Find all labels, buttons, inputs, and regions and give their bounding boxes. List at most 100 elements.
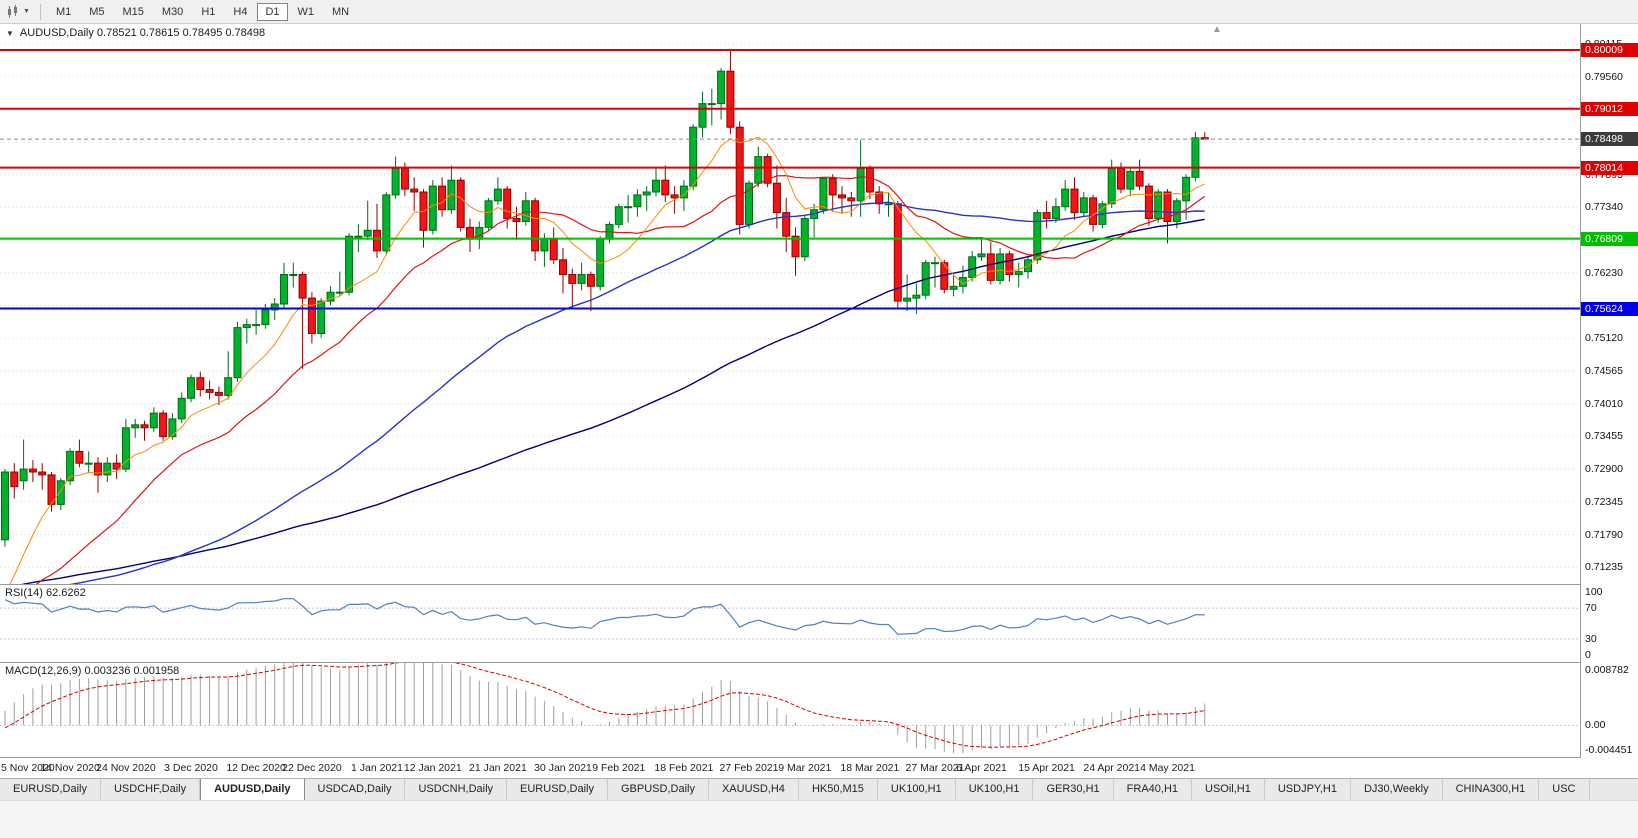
date-axis[interactable]: 5 Nov 2020 14 Nov 2020 24 Nov 2020 3 Dec 20… [0,758,1580,778]
price-tick-label: 0.77340 [1585,201,1623,214]
price-tick-label: 0.74565 [1585,364,1623,377]
rsi-indicator-pane[interactable]: RSI(14) 62.6262 [0,585,1580,662]
main-chart-canvas[interactable] [0,24,1580,584]
ohlc-text: AUDUSD,Daily 0.78521 0.78615 0.78495 0.7… [19,27,266,39]
price-tick-label: 0.79560 [1585,70,1623,83]
chart-tab[interactable]: FRA40,H1 [1113,779,1193,801]
chart-area: ▼ AUDUSD,Daily 0.78521 0.78615 0.78495 0.… [0,24,1638,778]
macd-label: MACD(12,26,9) 0.003236 0.001958 [5,665,180,677]
timeframe-button-d1[interactable]: D1 [257,2,288,21]
macd-histogram [4,663,1206,754]
timeframe-button-h1[interactable]: H1 [201,5,216,18]
price-tick-label: 0.73455 [1585,430,1623,443]
chart-ohlc-title: ▼ AUDUSD,Daily 0.78521 0.78615 0.78495 0.… [6,27,265,39]
macd-axis-label: 0.00 [1585,719,1606,732]
main-price-pane[interactable]: ▼ AUDUSD,Daily 0.78521 0.78615 0.78495 0.… [0,24,1580,584]
rsi-axis-label: 30 [1585,632,1597,645]
price-axis[interactable]: 0.801150.795600.790050.784500.778950.773… [1580,24,1638,758]
price-tick-label: 0.72900 [1585,463,1623,476]
date-axis-label: 9 Mar 2021 [778,762,832,774]
chart-tab[interactable]: DJ30,Weekly [1350,779,1443,801]
macd-canvas [0,663,1580,754]
timeframe-button-m15[interactable]: M15 [122,5,144,18]
date-axis-label: 24 Nov 2020 [96,762,156,774]
hline-price-label[interactable]: 0.80009 [1581,43,1638,57]
current-price-label: 0.78498 [1581,132,1638,147]
chart-tab[interactable]: USDCNH,Daily [405,779,508,801]
date-axis-label: 27 Mar 2021 [905,762,965,774]
date-axis-label: 18 Mar 2021 [840,762,900,774]
timeframe-toolbar: ▼ M1 M5 M15 M30 H1 H4 D1 W1 MN [0,0,1638,24]
date-axis-label: 5 Nov 2020 [1,762,55,774]
date-axis-label: 22 Dec 2020 [282,762,342,774]
ma-line-8[interactable] [5,136,1205,584]
timeframe-button-m30[interactable]: M30 [161,5,184,18]
ma-line-100[interactable] [5,218,1205,584]
price-tick-label: 0.74010 [1585,397,1623,410]
chart-tab[interactable]: EURUSD,Daily [0,779,101,801]
chart-tab[interactable]: HK50,M15 [798,779,878,801]
chart-tab[interactable]: EURUSD,Daily [507,779,608,801]
chart-tab[interactable]: USDCAD,Daily [304,779,406,801]
macd-signal-line [4,663,1205,748]
pane-separator[interactable] [0,662,1638,663]
rsi-axis-label: 70 [1585,602,1597,615]
pane-separator[interactable] [0,584,1638,585]
date-axis-label: 1 Jan 2021 [351,762,403,774]
price-tick-label: 0.76230 [1585,266,1623,279]
date-axis-label: 27 Feb 2021 [719,762,779,774]
chart-tab[interactable]: USDJPY,H1 [1264,779,1351,801]
date-axis-label: 9 Feb 2021 [592,762,646,774]
macd-axis-label: 0.008782 [1585,664,1629,676]
chart-tab[interactable]: AUDUSD,Daily [200,779,305,801]
rsi-axis-label: 0 [1585,649,1591,661]
toolbar-separator [39,3,41,20]
rsi-line [4,598,1205,635]
chart-tab[interactable]: GBPUSD,Daily [608,779,709,801]
date-axis-label: 3 Dec 2020 [164,762,218,774]
chart-tab[interactable]: USDCHF,Daily [100,779,201,801]
timeframe-button-h4[interactable]: H4 [233,5,248,18]
chart-tab[interactable]: USOil,H1 [1192,779,1265,801]
hline-price-label[interactable]: 0.78014 [1581,160,1638,175]
candlestick-series [1,49,1209,547]
candlestick-chart-icon[interactable] [5,4,21,19]
hline-price-label[interactable]: 0.76809 [1581,231,1638,246]
rsi-label: RSI(14) 62.6262 [5,587,86,599]
status-bar [0,800,1638,838]
chart-tab[interactable]: CHINA300,H1 [1442,779,1540,801]
price-tick-label: 0.71790 [1585,528,1623,541]
candlestick-chart-icon-glyph [8,4,17,18]
price-tick-label: 0.72345 [1585,495,1623,508]
ma-line-20[interactable] [5,174,1206,584]
symbol-collapse-triangle-icon[interactable]: ▼ [6,29,14,38]
chart-tab[interactable]: XAUUSD,H4 [708,779,799,801]
hline-price-label[interactable]: 0.79012 [1581,101,1638,116]
timeframe-button-mn[interactable]: MN [332,5,350,18]
chart-tab[interactable]: UK100,H1 [877,779,956,801]
chart-tabs-bar: EURUSD,Daily USDCHF,Daily AUDUSD,Daily USDC… [0,778,1638,801]
chart-tab[interactable]: USC [1539,779,1590,801]
date-axis-label: 12 Jan 2021 [403,762,462,774]
chart-shift-marker-icon[interactable]: ▲ [1212,24,1222,35]
date-axis-label: 24 Apr 2021 [1083,762,1140,774]
date-axis-label: 30 Jan 2021 [534,762,592,774]
hline-price-label[interactable]: 0.75624 [1581,301,1638,316]
date-axis-label: 14 Nov 2020 [40,762,100,774]
timeframe-button-m5[interactable]: M5 [89,5,105,18]
chart-tab[interactable]: UK100,H1 [955,779,1034,801]
timeframe-button-w1[interactable]: W1 [297,5,315,18]
date-axis-label: 15 Apr 2021 [1018,762,1075,774]
macd-indicator-pane[interactable]: MACD(12,26,9) 0.003236 0.001958 [0,663,1580,757]
price-tick-label: 0.71235 [1585,561,1623,574]
pane-separator [0,757,1638,758]
date-axis-label: 6 Apr 2021 [956,762,1007,774]
ma-line-55[interactable] [5,201,1205,584]
chart-tab[interactable]: GER30,H1 [1033,779,1114,801]
chart-type-dropdown-icon[interactable]: ▼ [23,8,30,15]
timeframe-buttons-group: M1 M5 M15 M30 H1 H4 D1 W1 MN [47,2,358,21]
date-axis-label: 21 Jan 2021 [468,762,527,774]
price-tick-label: 0.75120 [1585,332,1623,345]
timeframe-button-m1[interactable]: M1 [55,5,72,18]
